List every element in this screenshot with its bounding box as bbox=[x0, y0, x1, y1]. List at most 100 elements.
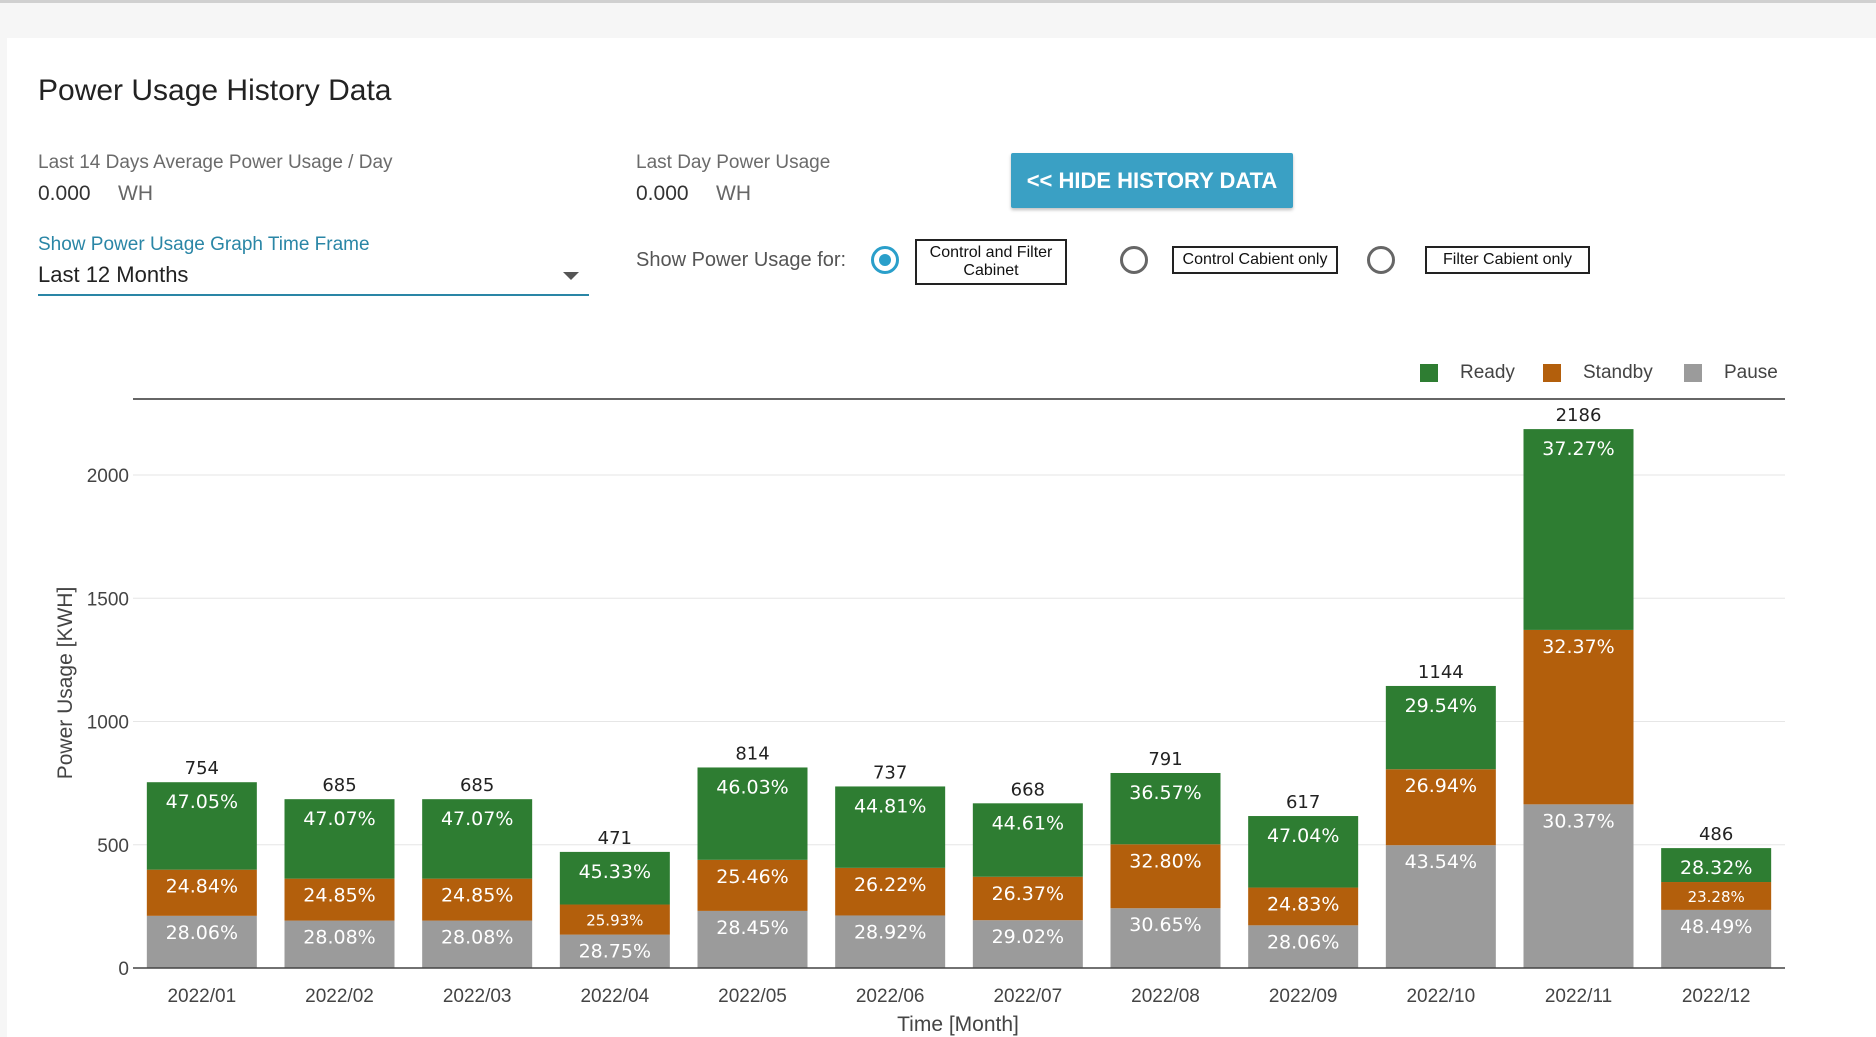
percent-label-standby: 24.85% bbox=[441, 885, 513, 907]
percent-label-pause: 48.49% bbox=[1680, 916, 1752, 938]
bar-total-label: 685 bbox=[460, 775, 494, 796]
percent-label-ready: 46.03% bbox=[716, 776, 788, 798]
bar-segment-standby bbox=[972, 876, 1083, 921]
top-divider bbox=[0, 0, 1876, 3]
bar-segment-standby bbox=[284, 878, 395, 921]
bar-total-label: 668 bbox=[1011, 779, 1045, 800]
y-tick-label: 1500 bbox=[87, 589, 129, 610]
bar-segment-ready bbox=[1248, 816, 1359, 888]
y-tick-label: 0 bbox=[118, 959, 129, 980]
bar-segment-standby bbox=[559, 904, 670, 935]
bar-segment-pause bbox=[697, 910, 808, 968]
avg-usage-value: 0.000 bbox=[38, 182, 91, 205]
radio-control-only[interactable] bbox=[1120, 246, 1148, 274]
radio-label-control-only[interactable]: Control Cabient only bbox=[1172, 246, 1338, 274]
bar-segment-ready bbox=[972, 803, 1083, 877]
bar-total-label: 791 bbox=[1148, 749, 1182, 770]
percent-label-standby: 26.22% bbox=[854, 874, 926, 896]
x-tick-label: 2022/11 bbox=[1545, 986, 1612, 1007]
timeframe-select[interactable]: Last 12 Months bbox=[38, 260, 589, 296]
percent-label-pause: 28.08% bbox=[441, 927, 513, 949]
x-tick-label: 2022/01 bbox=[167, 986, 236, 1007]
radio-filter-only[interactable] bbox=[1367, 246, 1395, 274]
radio-control-and-filter[interactable] bbox=[871, 246, 899, 274]
bar-total-label: 814 bbox=[735, 743, 769, 764]
lastday-usage-label: Last Day Power Usage bbox=[636, 152, 831, 173]
y-tick-label: 1000 bbox=[87, 713, 129, 734]
x-tick-label: 2022/08 bbox=[1131, 986, 1200, 1007]
bar-total-label: 486 bbox=[1699, 824, 1733, 845]
percent-label-standby: 25.46% bbox=[716, 866, 788, 888]
bar-segment-pause bbox=[1523, 804, 1634, 968]
bar-segment-pause bbox=[1248, 925, 1359, 968]
lastday-usage-value: 0.000 bbox=[636, 182, 689, 205]
percent-label-pause: 28.06% bbox=[1267, 931, 1339, 953]
bar-segment-ready bbox=[835, 786, 946, 868]
percent-label-standby: 24.83% bbox=[1267, 894, 1339, 916]
percent-label-standby: 26.37% bbox=[992, 883, 1064, 905]
bar-segment-pause bbox=[835, 915, 946, 968]
show-for-label: Show Power Usage for: bbox=[636, 249, 847, 271]
percent-label-pause: 43.54% bbox=[1405, 851, 1477, 873]
x-tick-label: 2022/07 bbox=[993, 986, 1062, 1007]
bar-segment-pause bbox=[146, 915, 257, 968]
percent-label-ready: 47.04% bbox=[1267, 825, 1339, 847]
percent-label-ready: 44.61% bbox=[992, 812, 1064, 834]
dropdown-arrow-icon bbox=[563, 272, 579, 280]
x-tick-label: 2022/06 bbox=[856, 986, 925, 1007]
percent-label-pause: 28.06% bbox=[166, 922, 238, 944]
x-tick-label: 2022/12 bbox=[1682, 986, 1751, 1007]
percent-label-standby: 25.93% bbox=[586, 912, 643, 930]
percent-label-pause: 28.08% bbox=[303, 927, 375, 949]
y-tick-label: 500 bbox=[97, 836, 129, 857]
bar-segment-pause bbox=[972, 920, 1083, 968]
avg-usage-label: Last 14 Days Average Power Usage / Day bbox=[38, 152, 393, 173]
bar-total-label: 737 bbox=[873, 762, 907, 783]
legend-swatch-standby bbox=[1543, 364, 1561, 382]
bar-segment-pause bbox=[1661, 909, 1772, 968]
percent-label-pause: 28.45% bbox=[716, 917, 788, 939]
bar-segment-standby bbox=[1248, 887, 1359, 926]
hide-history-button[interactable]: << HIDE HISTORY DATA bbox=[1011, 153, 1293, 208]
x-tick-label: 2022/02 bbox=[305, 986, 374, 1007]
bar-total-label: 471 bbox=[598, 828, 632, 849]
x-tick-label: 2022/10 bbox=[1406, 986, 1475, 1007]
bar-segment-ready bbox=[284, 799, 395, 879]
bar-segment-ready bbox=[1110, 772, 1221, 845]
percent-label-ready: 45.33% bbox=[579, 861, 651, 883]
bar-total-label: 685 bbox=[322, 775, 356, 796]
legend-pause[interactable]: Pause bbox=[1684, 362, 1778, 384]
legend-ready[interactable]: Ready bbox=[1420, 362, 1515, 384]
percent-label-standby: 32.80% bbox=[1129, 850, 1201, 872]
bar-segment-ready bbox=[1523, 429, 1634, 630]
bar-segment-standby bbox=[1385, 769, 1496, 846]
percent-label-standby: 26.94% bbox=[1405, 775, 1477, 797]
bar-segment-standby bbox=[697, 859, 808, 911]
bar-segment-ready bbox=[1385, 685, 1496, 770]
percent-label-ready: 47.07% bbox=[441, 808, 513, 830]
bar-segment-standby bbox=[422, 878, 533, 921]
percent-label-ready: 36.57% bbox=[1129, 782, 1201, 804]
bar-segment-standby bbox=[1661, 882, 1772, 910]
radio-label-control-and-filter[interactable]: Control and Filter Cabinet bbox=[915, 239, 1067, 285]
bar-total-label: 754 bbox=[185, 758, 219, 779]
timeframe-value: Last 12 Months bbox=[38, 262, 189, 287]
percent-label-ready: 44.81% bbox=[854, 795, 926, 817]
radio-label-filter-only[interactable]: Filter Cabient only bbox=[1425, 246, 1590, 274]
percent-label-ready: 47.05% bbox=[166, 791, 238, 813]
bar-segment-standby bbox=[835, 867, 946, 916]
percent-label-standby: 32.37% bbox=[1542, 636, 1614, 658]
bar-segment-ready bbox=[146, 782, 257, 870]
bar-segment-standby bbox=[1110, 844, 1221, 909]
legend-label-standby: Standby bbox=[1583, 362, 1653, 383]
percent-label-ready: 29.54% bbox=[1405, 695, 1477, 717]
bar-segment-ready bbox=[559, 851, 670, 905]
legend-swatch-pause bbox=[1684, 364, 1702, 382]
legend-standby[interactable]: Standby bbox=[1543, 362, 1653, 384]
percent-label-pause: 29.02% bbox=[992, 926, 1064, 948]
bar-total-label: 1144 bbox=[1418, 662, 1464, 683]
percent-label-pause: 30.65% bbox=[1129, 914, 1201, 936]
legend-label-ready: Ready bbox=[1460, 362, 1515, 383]
bar-segment-ready bbox=[697, 767, 808, 860]
bar-total-label: 2186 bbox=[1556, 405, 1602, 426]
